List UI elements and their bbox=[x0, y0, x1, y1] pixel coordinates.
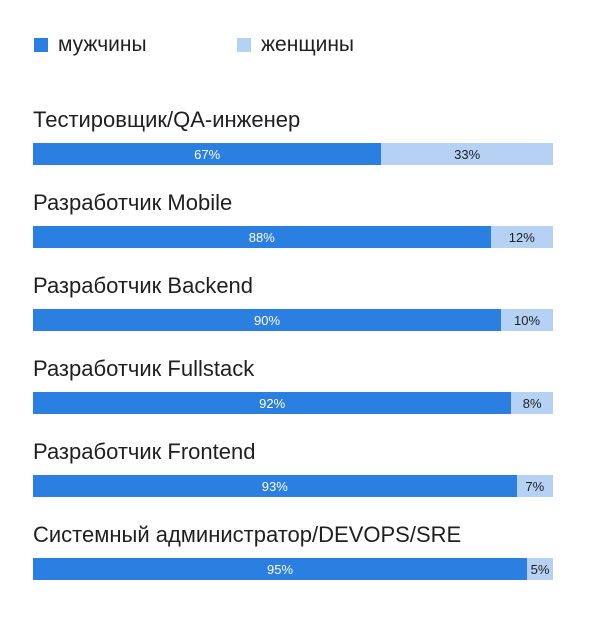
bar-row: Системный администратор/DEVOPS/SRE 95% 5% bbox=[33, 513, 553, 596]
stacked-bar: 95% 5% bbox=[33, 558, 553, 580]
stacked-bar: 93% 7% bbox=[33, 475, 553, 497]
legend-label-men: мужчины bbox=[58, 33, 147, 56]
data-label-men: 93% bbox=[261, 478, 288, 494]
stacked-bar-chart: Тестировщик/QA-инженер 67% 33% Разработчик … bbox=[33, 98, 553, 596]
data-label-men: 90% bbox=[253, 312, 281, 328]
bar-row: Разработчик Frontend 93% 7% bbox=[33, 430, 553, 513]
bar-segment-women: 8% bbox=[511, 392, 553, 414]
legend-item-men: мужчины bbox=[34, 30, 147, 60]
bar-segment-women: 10% bbox=[501, 309, 553, 331]
data-label-women: 7% bbox=[525, 478, 545, 494]
bar-segment-men: 90% bbox=[33, 309, 501, 331]
data-label-women: 12% bbox=[508, 229, 535, 245]
data-label-men: 92% bbox=[259, 395, 286, 411]
category-label: Разработчик Mobile bbox=[33, 190, 233, 215]
bar-segment-women: 7% bbox=[516, 475, 553, 497]
bar-segment-men: 88% bbox=[33, 226, 491, 248]
bar-segment-women: 12% bbox=[490, 226, 553, 248]
data-label-men: 95% bbox=[266, 561, 294, 577]
bar-segment-men: 92% bbox=[33, 392, 512, 414]
data-label-women: 10% bbox=[513, 312, 541, 328]
data-label-women: 8% bbox=[522, 395, 542, 411]
category-label: Разработчик Frontend bbox=[33, 439, 256, 464]
category-label: Разработчик Backend bbox=[33, 273, 254, 298]
bar-row: Тестировщик/QA-инженер 67% 33% bbox=[33, 98, 553, 181]
legend-item-women: женщины bbox=[237, 30, 354, 60]
legend-swatch-women bbox=[237, 38, 251, 52]
bar-segment-men: 67% bbox=[33, 143, 382, 165]
legend-swatch-men bbox=[34, 38, 48, 52]
bar-row: Разработчик Fullstack 92% 8% bbox=[33, 347, 553, 430]
bar-row: Разработчик Backend 90% 10% bbox=[33, 264, 553, 347]
stacked-bar: 67% 33% bbox=[33, 143, 553, 165]
stacked-bar: 92% 8% bbox=[33, 392, 553, 414]
stacked-bar: 90% 10% bbox=[33, 309, 553, 331]
data-label-women: 33% bbox=[454, 146, 481, 162]
bar-segment-women: 5% bbox=[527, 558, 553, 580]
bar-segment-women: 33% bbox=[381, 143, 553, 165]
data-label-men: 88% bbox=[248, 229, 275, 245]
bar-segment-men: 93% bbox=[33, 475, 517, 497]
bar-row: Разработчик Mobile 88% 12% bbox=[33, 181, 553, 264]
data-label-men: 67% bbox=[194, 146, 221, 162]
legend-label-women: женщины bbox=[261, 33, 355, 56]
category-label: Разработчик Fullstack bbox=[33, 356, 255, 381]
stacked-bar: 88% 12% bbox=[33, 226, 553, 248]
category-label: Системный администратор/DEVOPS/SRE bbox=[33, 522, 462, 547]
data-label-women: 5% bbox=[530, 561, 550, 577]
bar-segment-men: 95% bbox=[33, 558, 527, 580]
category-label: Тестировщик/QA-инженер bbox=[33, 107, 301, 132]
